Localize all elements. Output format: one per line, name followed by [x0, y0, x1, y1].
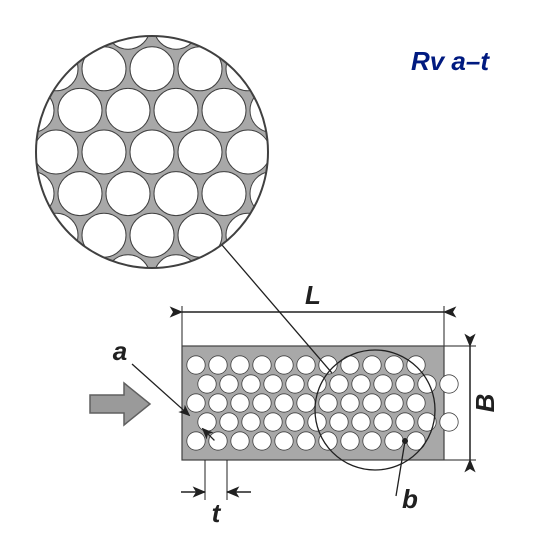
label-b: b — [402, 484, 418, 514]
title-text: Rv a–t — [411, 46, 490, 76]
zoom-detail — [0, 5, 342, 299]
label-a: a — [113, 336, 127, 366]
perforated-plate — [182, 346, 458, 460]
label-L: L — [305, 280, 321, 310]
perforation-diagram: Rv a–t L Bt a b — [0, 0, 550, 550]
label-t: t — [212, 498, 222, 528]
label-B: B — [470, 394, 500, 413]
flow-arrow-icon — [90, 383, 150, 425]
